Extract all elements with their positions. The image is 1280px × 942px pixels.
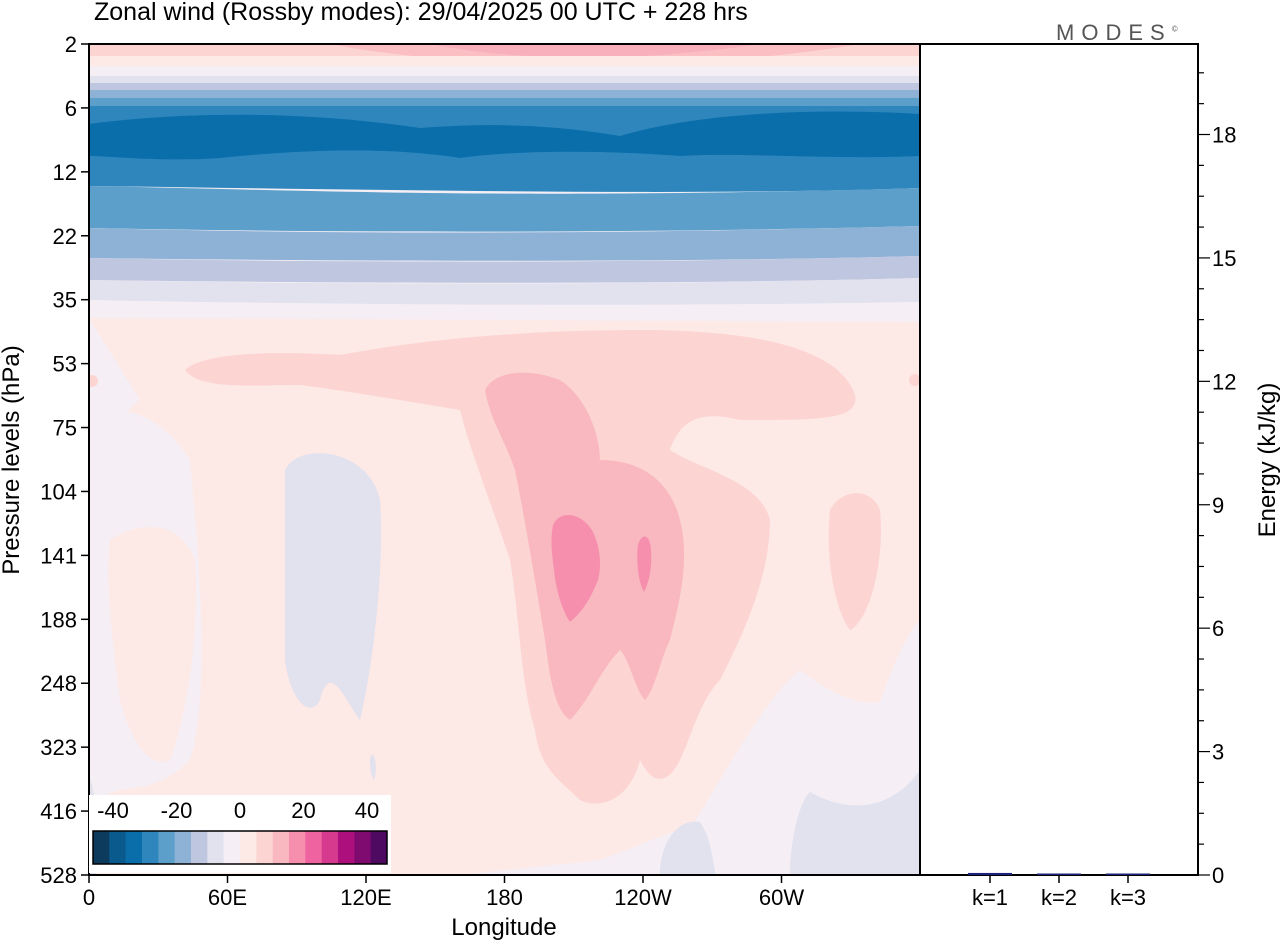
y-tick-label: 248 (40, 671, 77, 696)
energy-bar (1037, 873, 1081, 875)
pos-core-f68f-a (551, 514, 600, 622)
colorbar-swatch (125, 831, 143, 864)
energy-bar (1106, 873, 1150, 875)
band-white-mid (89, 300, 920, 322)
colorbar-swatch (321, 831, 339, 864)
energy-tick-label: 12 (1212, 369, 1236, 394)
bar-category-label: k=1 (972, 885, 1008, 910)
x-axis: 0 60E 120E 180 120W 60W (83, 875, 804, 910)
x-tick-label: 180 (486, 885, 523, 910)
y-tick-label: 416 (40, 799, 77, 824)
energy-bars: k=1 k=2 k=3 (968, 872, 1150, 910)
colorbar-tick-label: -20 (161, 798, 193, 823)
pos-column-left (108, 526, 196, 762)
colorbar-swatch (223, 831, 241, 864)
energy-tick-label: 9 (1212, 493, 1224, 518)
energy-tick-label: 3 (1212, 740, 1224, 765)
pos-core-f68f-b (637, 536, 652, 592)
x-tick-label: 60E (208, 885, 247, 910)
colorbar-swatch (370, 831, 388, 864)
brand-logo: MODES© (1056, 20, 1178, 45)
colorbar-swatch (354, 831, 371, 864)
band-faint-pos (89, 56, 920, 66)
colorbar-swatch (272, 831, 290, 864)
colorbar-swatch (142, 831, 159, 864)
colorbar-swatch (338, 831, 355, 864)
y-tick-label: 141 (40, 543, 77, 568)
y-tick-label: 53 (53, 352, 77, 377)
pos-lobe-right (828, 493, 881, 630)
y-tick-label: 2 (65, 32, 77, 57)
y-tick-label: 323 (40, 735, 77, 760)
y-tick-label: 188 (40, 607, 77, 632)
energy-tick-label: 15 (1212, 246, 1236, 271)
energy-tick-label: 0 (1212, 863, 1224, 888)
colorbar-swatch (240, 831, 257, 864)
chart-title: Zonal wind (Rossby modes): 29/04/2025 00… (94, 0, 748, 26)
colorbar-swatch (289, 831, 306, 864)
pos-spot-right-edge (909, 374, 920, 386)
y-tick-label: 12 (53, 160, 77, 185)
band-5b-mid (89, 186, 920, 232)
easterly-core-dark (89, 111, 920, 160)
band-bf (89, 83, 920, 90)
y-tick-label: 6 (65, 96, 77, 121)
y-tick-label: 528 (40, 863, 77, 888)
colorbar-tick-label: 20 (291, 798, 315, 823)
y-tick-label: 104 (40, 479, 77, 504)
colorbar-tick-label: -40 (97, 798, 129, 823)
x-tick-label: 120W (614, 885, 672, 910)
band-8e (89, 90, 920, 98)
bar-category-label: k=3 (1110, 885, 1146, 910)
energy-panel-frame (919, 43, 1199, 876)
region-neg-lavender-mid (660, 821, 716, 875)
energy-axis: 0 3 6 9 12 15 18 (1198, 72, 1236, 888)
pos-spot-left-edge (89, 375, 98, 387)
colorbar-frame (92, 830, 388, 865)
contour-field (89, 44, 920, 875)
y-tick-label: 22 (53, 224, 77, 249)
band-2f (89, 106, 920, 114)
y-axis-label: Pressure levels (hPa) (0, 345, 25, 574)
region-neg-lavender-right (790, 770, 920, 875)
band-5b (89, 98, 920, 106)
band-e2-mid (89, 278, 920, 305)
colorbar-swatch (191, 831, 208, 864)
x-tick-label: 120E (340, 885, 391, 910)
colorbar-swatch (305, 831, 322, 864)
region-fde9-upper (89, 318, 920, 875)
band-white (89, 66, 920, 76)
band-bf-mid (89, 256, 920, 283)
pos-lobe-fcd5 (185, 330, 856, 804)
y-tick-label: 75 (53, 416, 77, 441)
colorbar: -40 -20 0 20 40 (89, 795, 391, 873)
bar-category-label: k=2 (1041, 885, 1077, 910)
colorbar-swatch (256, 831, 273, 864)
energy-bar (968, 872, 1012, 875)
band-8e-mid (89, 226, 920, 261)
colorbar-swatch (109, 831, 126, 864)
colorbar-tick-label: 40 (355, 798, 379, 823)
colorbar-tick-label: 0 (234, 798, 246, 823)
colorbar-swatch (93, 831, 110, 864)
y-axis: 2 6 12 22 35 53 75 104 141 188 248 323 416 528 (40, 32, 89, 888)
band-e2 (89, 76, 920, 83)
neg-streak (370, 754, 376, 780)
colorbar-swatch (174, 831, 192, 864)
energy-axis-label: Energy (kJ/kg) (1254, 383, 1280, 538)
y-tick-label: 35 (53, 288, 77, 313)
energy-tick-label: 6 (1212, 616, 1224, 641)
x-tick-label: 0 (83, 885, 95, 910)
colorbar-swatch (207, 831, 224, 864)
energy-tick-label: 18 (1212, 123, 1236, 148)
colorbar-swatch (158, 831, 175, 864)
region-neg-lavender (285, 453, 381, 720)
x-tick-label: 60W (759, 885, 804, 910)
x-axis-label: Longitude (451, 914, 556, 941)
